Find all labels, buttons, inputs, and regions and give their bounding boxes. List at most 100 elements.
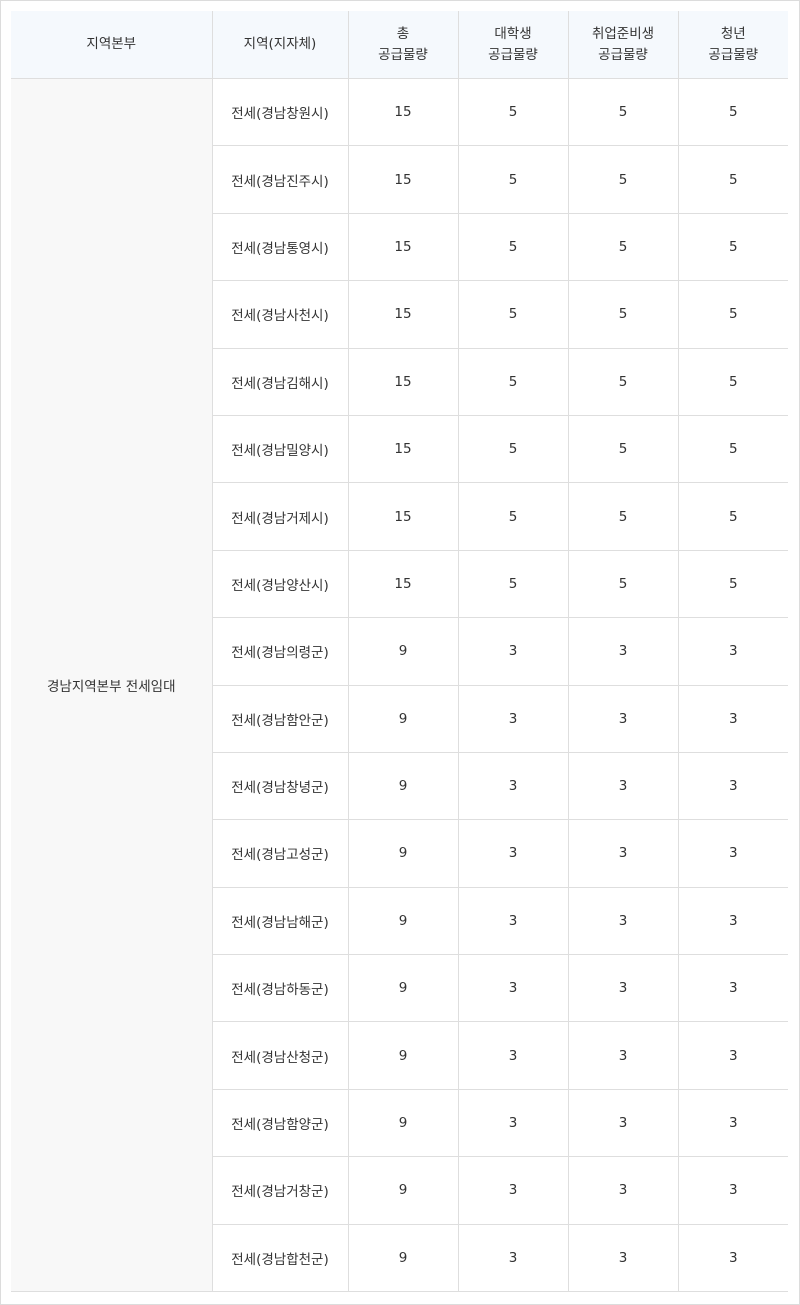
youth-cell: 3 — [677, 886, 788, 956]
area-cell: 전세(경남진주시) — [212, 145, 349, 214]
youth-cell: 3 — [677, 1156, 788, 1225]
total-cell: 15 — [347, 482, 459, 551]
student-cell: 5 — [457, 549, 569, 619]
area-cell: 전세(경남거창군) — [212, 1156, 349, 1225]
youth-cell: 5 — [677, 414, 788, 484]
student-cell: 3 — [457, 1156, 569, 1225]
total-cell: 15 — [347, 347, 459, 416]
total-cell: 15 — [347, 414, 459, 484]
area-cell: 전세(경남밀양시) — [212, 414, 349, 484]
jobseeker-cell: 5 — [567, 145, 679, 214]
table-row: 전세(경남하동군) 9 3 3 3 — [11, 954, 788, 1023]
jobseeker-cell: 3 — [567, 1021, 679, 1090]
header-youth-line1: 청년 — [720, 25, 746, 42]
youth-cell: 5 — [677, 280, 788, 349]
area-cell: 전세(경남합천군) — [212, 1223, 349, 1293]
student-cell: 3 — [457, 617, 569, 686]
student-cell: 3 — [457, 1088, 569, 1158]
table-row: 전세(경남밀양시) 15 5 5 5 — [11, 414, 788, 484]
youth-cell: 5 — [677, 549, 788, 619]
header-youth-line2: 공급물량 — [708, 46, 759, 63]
header-area: 지역(지자체) — [211, 11, 349, 79]
header-student-line2: 공급물량 — [488, 46, 538, 63]
jobseeker-cell: 5 — [567, 280, 679, 349]
student-cell: 3 — [457, 1021, 569, 1090]
header-hq: 지역본부 — [11, 11, 213, 79]
total-cell: 9 — [347, 886, 459, 956]
jobseeker-cell: 3 — [567, 886, 679, 956]
youth-cell: 3 — [677, 819, 788, 888]
total-cell: 15 — [347, 145, 459, 214]
jobseeker-cell: 5 — [567, 347, 679, 416]
youth-cell: 3 — [677, 751, 788, 821]
total-cell: 9 — [347, 617, 459, 686]
jobseeker-cell: 3 — [567, 954, 679, 1023]
area-cell: 전세(경남거제시) — [212, 482, 349, 551]
table-row: 전세(경남통영시) 15 5 5 5 — [11, 212, 788, 282]
area-cell: 전세(경남고성군) — [212, 819, 349, 888]
jobseeker-cell: 3 — [567, 1156, 679, 1225]
area-cell: 전세(경남사천시) — [212, 280, 349, 349]
jobseeker-cell: 3 — [567, 751, 679, 821]
student-cell: 3 — [457, 954, 569, 1023]
jobseeker-cell: 3 — [567, 1223, 679, 1293]
area-cell: 전세(경남함양군) — [212, 1088, 349, 1158]
jobseeker-cell: 5 — [567, 77, 679, 147]
jobseeker-cell: 5 — [567, 414, 679, 484]
youth-cell: 3 — [677, 954, 788, 1023]
area-cell: 전세(경남산청군) — [212, 1021, 349, 1090]
student-cell: 5 — [457, 77, 569, 147]
total-cell: 9 — [347, 819, 459, 888]
student-cell: 5 — [457, 414, 569, 484]
youth-cell: 5 — [677, 482, 788, 551]
total-cell: 15 — [347, 280, 459, 349]
total-cell: 15 — [347, 549, 459, 619]
table-row: 전세(경남김해시) 15 5 5 5 — [11, 347, 788, 416]
header-student-line1: 대학생 — [494, 25, 532, 42]
header-total-line1: 총 — [396, 25, 410, 42]
student-cell: 3 — [457, 751, 569, 821]
total-cell: 9 — [347, 1223, 459, 1293]
total-cell: 9 — [347, 1021, 459, 1090]
total-cell: 9 — [347, 751, 459, 821]
area-cell: 전세(경남창원시) — [211, 77, 349, 147]
student-cell: 3 — [457, 886, 569, 956]
header-total-line2: 공급물량 — [378, 46, 428, 63]
table-row: 전세(경남합천군) 9 3 3 3 — [11, 1223, 788, 1293]
area-cell: 전세(경남함안군) — [212, 684, 349, 753]
jobseeker-cell: 5 — [567, 482, 679, 551]
hq-cell: 경남지역본부 전세임대 — [11, 77, 213, 1293]
area-cell: 전세(경남양산시) — [212, 549, 349, 619]
youth-cell: 3 — [677, 1021, 788, 1090]
jobseeker-cell: 3 — [567, 684, 679, 753]
area-cell: 전세(경남남해군) — [212, 886, 349, 956]
area-cell: 전세(경남김해시) — [212, 347, 349, 416]
youth-cell: 3 — [677, 1088, 788, 1158]
total-cell: 15 — [347, 77, 459, 147]
jobseeker-cell: 5 — [567, 549, 679, 619]
table-row: 전세(경남남해군) 9 3 3 3 — [11, 886, 788, 956]
header-jobseeker: 취업준비생 공급물량 — [567, 11, 679, 79]
total-cell: 9 — [347, 954, 459, 1023]
area-cell: 전세(경남창녕군) — [212, 751, 349, 821]
table-row: 전세(경남거창군) 9 3 3 3 — [11, 1156, 788, 1225]
total-cell: 9 — [347, 1088, 459, 1158]
student-cell: 5 — [457, 280, 569, 349]
student-cell: 5 — [457, 347, 569, 416]
student-cell: 5 — [457, 482, 569, 551]
student-cell: 3 — [457, 819, 569, 888]
youth-cell: 3 — [677, 617, 788, 686]
student-cell: 5 — [457, 145, 569, 214]
youth-cell: 5 — [677, 77, 788, 147]
table-row: 경남지역본부 전세임대 전세(경남창원시) 15 5 5 5 — [11, 77, 788, 1293]
table-row: 전세(경남의령군) 9 3 3 3 — [11, 617, 788, 686]
total-cell: 15 — [347, 212, 459, 282]
jobseeker-cell: 3 — [567, 1088, 679, 1158]
table-row: 전세(경남고성군) 9 3 3 3 — [11, 819, 788, 888]
jobseeker-cell: 5 — [567, 212, 679, 282]
